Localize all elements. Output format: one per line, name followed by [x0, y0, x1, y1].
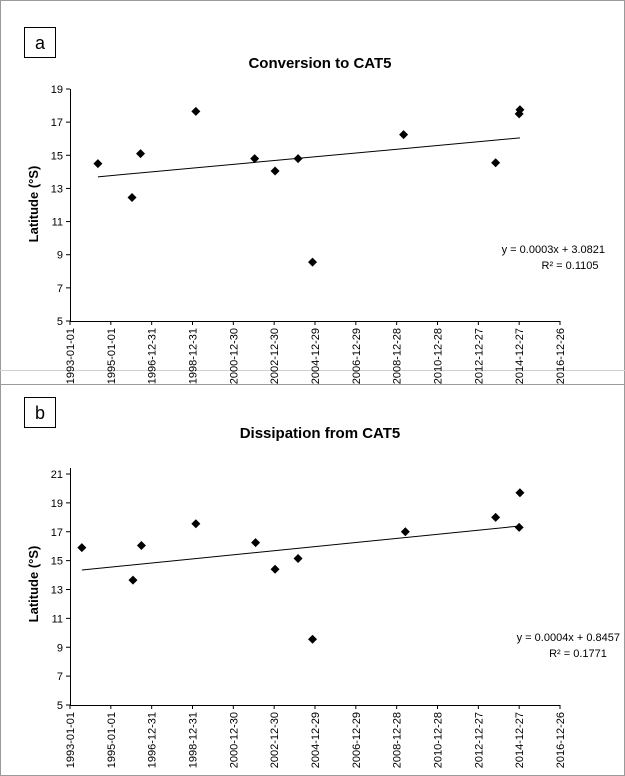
panel-b-trend-equation: y = 0.0004x + 0.8457: [517, 632, 620, 644]
panel-b-data-point: [77, 543, 87, 553]
panel-b-data-point: [400, 527, 410, 537]
panel-a-x-tick-label: 2004-12-29: [310, 328, 322, 384]
panel-a-data-point: [93, 159, 103, 169]
chart-panel-a: a Conversion to CAT5 Latitude (°S) 5 7 9 11…: [24, 27, 605, 384]
panel-b-x-ticks: 1993-01-01 1995-01-01 1996-12-31 1998-12-31…: [65, 705, 567, 768]
panel-a-data-point: [191, 106, 201, 116]
panel-a-x-ticks: 1993-01-01 1995-01-01 1996-12-31 1998-12-31…: [65, 321, 567, 384]
panel-b-y-tick-label: 19: [51, 498, 63, 510]
panel-a-title: Conversion to CAT5: [248, 55, 391, 72]
panel-b-points: [77, 488, 525, 644]
panel-a-data-point: [515, 105, 525, 115]
panel-b-trend-r2: R² = 0.1771: [549, 648, 607, 660]
panel-b-y-tick-label: 7: [57, 671, 63, 683]
panel-b-x-tick-label: 2010-12-28: [433, 712, 445, 768]
panel-a-y-tick-label: 11: [52, 217, 63, 229]
panel-a-x-tick-label: 2006-12-29: [351, 328, 363, 384]
panel-a-y-tick-label: 7: [57, 283, 63, 295]
panel-a-x-tick-label: 2010-12-28: [433, 328, 445, 384]
panel-b-y-tick-label: 13: [51, 585, 63, 597]
panel-b-x-tick-label: 2006-12-29: [351, 712, 363, 768]
panel-a-data-point: [293, 154, 303, 164]
panel-a-trend-r2: R² = 0.1105: [542, 260, 599, 272]
panel-b-x-tick-label: 2008-12-28: [392, 712, 404, 768]
panel-b-x-tick-label: 1993-01-01: [65, 712, 77, 768]
panel-a-y-tick-label: 5: [57, 316, 63, 328]
panel-b-data-point: [270, 564, 280, 574]
panel-b-data-point: [491, 512, 501, 522]
panel-b-x-tick-label: 1996-12-31: [147, 712, 159, 768]
panel-b-data-point: [515, 488, 525, 498]
panel-b-x-tick-label: 1998-12-31: [188, 712, 200, 768]
panel-b-data-point: [136, 540, 146, 550]
panel-b-y-tick-label: 17: [51, 527, 63, 539]
panel-a-data-point: [270, 166, 280, 176]
panel-b-trendline: [81, 525, 520, 571]
panel-a-x-tick-label: 2008-12-28: [392, 328, 404, 384]
panel-a-x-tick-label: 2002-12-30: [269, 328, 281, 384]
panel-a-x-tick-label: 1998-12-31: [188, 328, 200, 384]
panel-b-x-tick-label: 2002-12-30: [269, 712, 281, 768]
panel-a-x-tick-label: 1995-01-01: [106, 328, 118, 384]
panel-a-x-tick-label: 2012-12-27: [473, 328, 485, 384]
panel-a-y-tick-label: 13: [51, 183, 63, 195]
panel-b-data-point: [293, 553, 303, 563]
panel-b-x-tick-label: 2016-12-26: [555, 712, 567, 768]
panel-a-data-point: [250, 154, 260, 164]
panel-b-x-tick-label: 2004-12-29: [310, 712, 322, 768]
panel-a-y-tick-label: 15: [51, 150, 63, 162]
panel-b-x-tick-label: 2014-12-27: [514, 712, 526, 768]
panel-b-data-point: [128, 575, 138, 585]
panel-b-y-tick-label: 21: [51, 469, 63, 481]
panel-a-data-point: [308, 257, 318, 267]
panel-a-y-ticks: 5 7 9 11 13 15 17 19: [51, 84, 70, 328]
panel-b-data-point: [514, 522, 524, 532]
panel-a-trendline: [97, 137, 520, 178]
panel-a-y-tick-label: 9: [57, 250, 63, 262]
panel-a-x-tick-label: 1996-12-31: [147, 328, 159, 384]
panel-a-points: [93, 105, 525, 267]
panel-a-y-tick-label: 17: [51, 117, 63, 129]
panel-a-trend-equation: y = 0.0003x + 3.0821: [502, 244, 605, 256]
panel-a-x-tick-label: 2016-12-26: [555, 328, 567, 384]
panel-b-label: b: [35, 403, 45, 423]
panel-b-data-point: [251, 538, 261, 548]
panel-b-title: Dissipation from CAT5: [240, 425, 401, 442]
panel-a-data-point: [136, 149, 146, 159]
panel-a-data-point: [127, 193, 137, 203]
panel-a-x-tick-label: 1993-01-01: [65, 328, 77, 384]
panel-a-x-tick-label: 2000-12-30: [228, 328, 240, 384]
chart-panel-b: b Dissipation from CAT5 Latitude (°S) 5 7…: [24, 397, 620, 768]
panel-b-y-tick-label: 5: [57, 700, 63, 712]
panel-a-label-box: [24, 27, 56, 58]
panel-b-label-box: [24, 397, 56, 428]
panel-a-y-axis-label: Latitude (°S): [26, 166, 41, 243]
panel-a-data-point: [491, 158, 501, 168]
panel-b-x-tick-label: 2000-12-30: [228, 712, 240, 768]
panel-b-y-tick-label: 11: [52, 613, 63, 625]
panel-b-y-axis-label: Latitude (°S): [26, 546, 41, 623]
panel-b-data-point: [308, 634, 318, 644]
panel-a-y-tick-label: 19: [51, 84, 63, 96]
panel-a-data-point: [399, 130, 409, 140]
panel-b-x-tick-label: 1995-01-01: [106, 712, 118, 768]
panel-b-y-tick-label: 9: [57, 642, 63, 654]
panel-a-label: a: [35, 33, 46, 53]
panel-a-x-tick-label: 2014-12-27: [514, 328, 526, 384]
panel-b-y-ticks: 5 7 9 11 13 15 17 19 21: [51, 469, 70, 712]
panel-b-x-tick-label: 2012-12-27: [473, 712, 485, 768]
panel-b-data-point: [191, 519, 201, 529]
panel-b-y-tick-label: 15: [51, 556, 63, 568]
